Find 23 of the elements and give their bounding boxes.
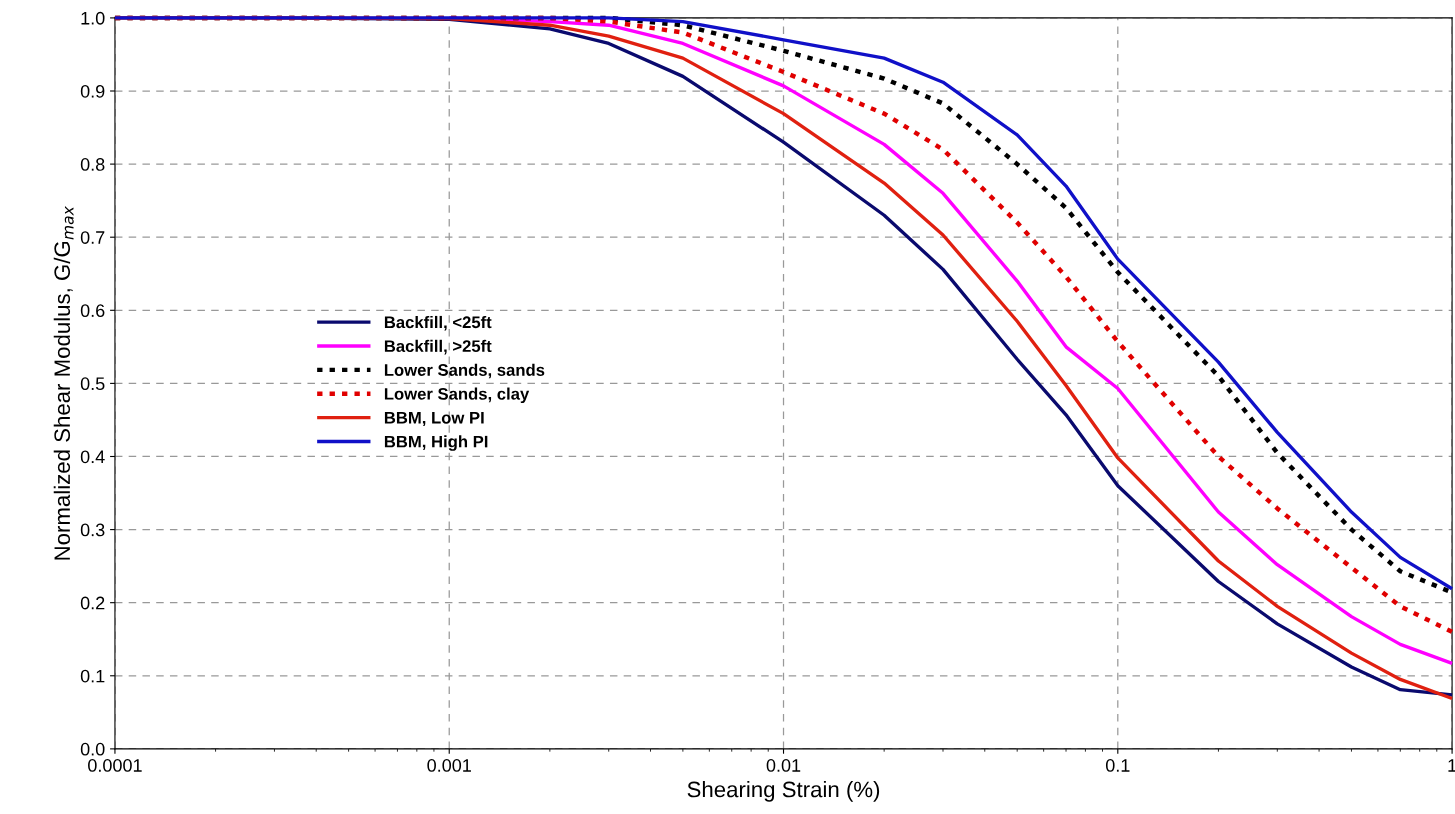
- y-tick-label: 0.8: [80, 158, 105, 171]
- y-tick-label: 0.2: [80, 596, 105, 610]
- x-tick-label: 0.01: [766, 759, 801, 772]
- y-tick-label: 0.6: [80, 304, 105, 318]
- legend-label: Backfill, >25ft: [384, 339, 492, 355]
- legend-label: Backfill, <25ft: [384, 315, 492, 331]
- y-tick-label: 0.7: [80, 231, 105, 244]
- y-tick-label: 0.0: [80, 742, 105, 756]
- y-tick-label: 0.1: [80, 669, 105, 683]
- y-tick-label: 0.3: [80, 523, 105, 537]
- x-axis-title: Shearing Strain (%): [687, 780, 880, 802]
- y-tick-label: 0.5: [80, 377, 105, 391]
- legend-label: BBM, Low PI: [384, 412, 484, 427]
- x-tick-label: 0.0001: [88, 759, 142, 772]
- x-tick-label: 0.001: [427, 759, 471, 772]
- y-tick-label: 1.0: [81, 11, 105, 25]
- legend-label: Lower Sands, clay: [384, 387, 530, 404]
- legend-label: BBM, High PI: [384, 435, 488, 451]
- y-tick-label: 0.9: [80, 84, 105, 98]
- y-tick-label: 0.4: [80, 450, 105, 464]
- y-axis-title: Normalized Shear Modulus, G/G$_{max}$: [53, 206, 74, 560]
- x-tick-label: 0.1: [1105, 759, 1130, 772]
- legend-label: Lower Sands, sands: [384, 363, 545, 379]
